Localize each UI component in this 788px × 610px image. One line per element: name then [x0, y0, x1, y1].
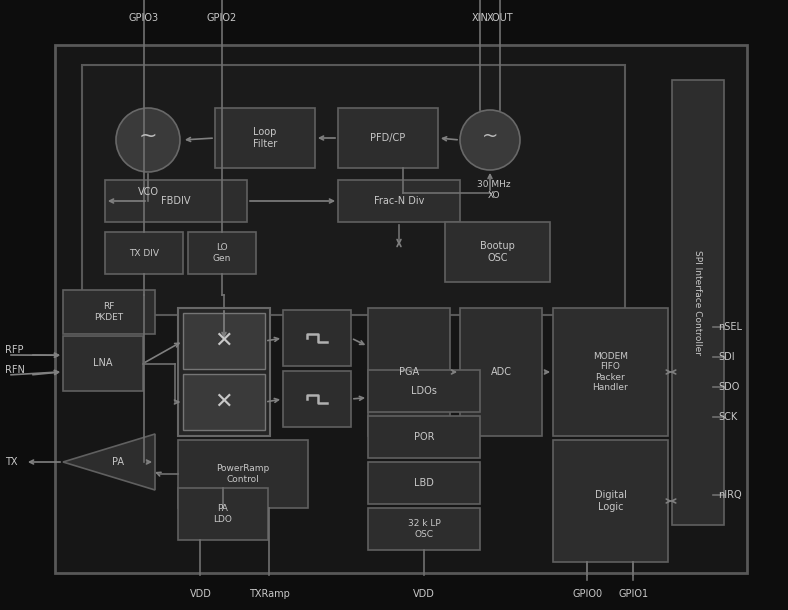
- Bar: [368, 508, 480, 550]
- Bar: [368, 416, 480, 458]
- Text: ~: ~: [139, 126, 158, 146]
- Text: PA
LDO: PA LDO: [214, 504, 232, 524]
- Bar: [63, 336, 143, 391]
- Text: Loop
Filter: Loop Filter: [253, 127, 277, 149]
- Text: XOUT: XOUT: [487, 13, 513, 23]
- Text: RF
PKDET: RF PKDET: [95, 303, 124, 321]
- Bar: [105, 232, 183, 274]
- Bar: [183, 374, 265, 430]
- Text: 32 k LP
OSC: 32 k LP OSC: [407, 519, 440, 539]
- Bar: [338, 180, 460, 222]
- Text: LBD: LBD: [414, 478, 434, 488]
- Text: TXRamp: TXRamp: [248, 589, 289, 599]
- Bar: [283, 310, 351, 366]
- Text: FBDIV: FBDIV: [162, 196, 191, 206]
- Text: ~: ~: [481, 126, 498, 146]
- Bar: [105, 180, 247, 222]
- Text: Frac-N Div: Frac-N Div: [374, 196, 424, 206]
- Bar: [178, 440, 308, 508]
- Bar: [63, 290, 155, 334]
- Bar: [188, 232, 256, 274]
- Text: GPIO2: GPIO2: [207, 13, 237, 23]
- Text: VDD: VDD: [413, 589, 435, 599]
- Text: Digital
Logic: Digital Logic: [595, 490, 626, 512]
- Bar: [553, 308, 668, 436]
- Text: TX DIV: TX DIV: [129, 248, 159, 257]
- Text: ✕: ✕: [214, 331, 233, 351]
- Text: POR: POR: [414, 432, 434, 442]
- Bar: [283, 371, 351, 427]
- Bar: [672, 80, 724, 525]
- Bar: [82, 65, 625, 315]
- Text: GPIO3: GPIO3: [129, 13, 159, 23]
- Bar: [368, 370, 480, 412]
- Text: LNA: LNA: [93, 359, 113, 368]
- Text: PA: PA: [112, 457, 124, 467]
- Bar: [445, 222, 550, 282]
- Text: MODEM
FIFO
Packer
Handler: MODEM FIFO Packer Handler: [593, 352, 628, 392]
- Text: PowerRamp
Control: PowerRamp Control: [217, 464, 269, 484]
- Text: SDI: SDI: [718, 351, 734, 362]
- Circle shape: [116, 108, 180, 172]
- Text: 30 MHz
XO: 30 MHz XO: [478, 181, 511, 199]
- Text: PGA: PGA: [399, 367, 419, 377]
- Bar: [338, 108, 438, 168]
- Bar: [178, 488, 268, 540]
- Text: nSEL: nSEL: [718, 322, 742, 332]
- Text: SCK: SCK: [718, 412, 738, 422]
- Text: nIRQ: nIRQ: [718, 490, 742, 500]
- Bar: [460, 308, 542, 436]
- Bar: [55, 45, 747, 573]
- Text: LDOs: LDOs: [411, 386, 437, 396]
- Text: GPIO1: GPIO1: [619, 589, 649, 599]
- Bar: [368, 462, 480, 504]
- Circle shape: [460, 110, 520, 170]
- Text: TX: TX: [5, 457, 17, 467]
- Text: LO
Gen: LO Gen: [213, 243, 231, 263]
- Text: RFP: RFP: [5, 345, 24, 355]
- Text: ✕: ✕: [214, 392, 233, 412]
- Text: SPI Interface Controller: SPI Interface Controller: [693, 250, 702, 355]
- Bar: [183, 313, 265, 369]
- Bar: [368, 308, 450, 436]
- Text: PFD/CP: PFD/CP: [370, 133, 406, 143]
- Text: VCO: VCO: [137, 187, 158, 197]
- Text: SDO: SDO: [718, 382, 739, 392]
- Text: RFN: RFN: [5, 365, 25, 375]
- Text: ADC: ADC: [490, 367, 511, 377]
- Text: Bootup
OSC: Bootup OSC: [480, 241, 515, 263]
- Bar: [553, 440, 668, 562]
- Text: VDD: VDD: [190, 589, 211, 599]
- Text: XIN: XIN: [471, 13, 489, 23]
- Polygon shape: [63, 434, 155, 490]
- Bar: [178, 308, 270, 436]
- Text: GPIO0: GPIO0: [572, 589, 603, 599]
- Bar: [215, 108, 315, 168]
